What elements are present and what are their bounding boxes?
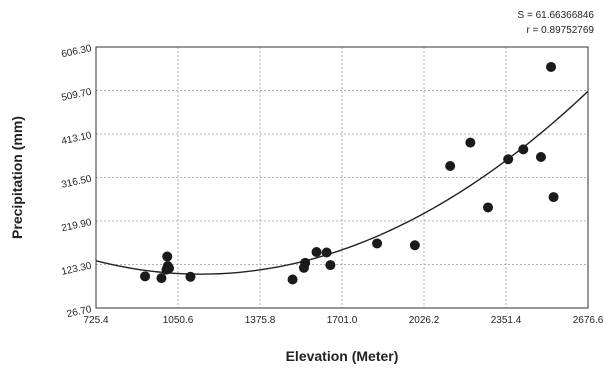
x-tick-label: 1050.6 [163,315,194,326]
data-point [549,192,559,202]
y-tick-label: 509.70 [60,87,93,104]
data-point [410,240,420,250]
data-point [140,271,150,281]
x-tick-label: 2676.6 [573,315,604,326]
x-tick-label: 2351.4 [491,315,522,326]
data-point [445,161,455,171]
data-point [156,273,166,283]
data-point [325,260,335,270]
x-tick-label: 1375.8 [245,315,276,326]
y-axis-label: Precipitation (mm) [9,116,25,239]
x-tick-labels: 725.4 1050.6 1375.8 1701.0 2026.2 2351.4 2676.… [83,315,603,326]
x-tick-label: 725.4 [83,315,108,326]
data-point [300,258,310,268]
y-tick-label: 413.10 [60,130,93,147]
data-point [503,154,513,164]
y-tick-label: 219.90 [60,217,93,234]
data-point [372,238,382,248]
data-point [164,263,174,273]
data-point [312,247,322,257]
data-point [465,138,475,148]
y-tick-label: 606.30 [60,43,93,60]
x-tick-label: 1701.0 [327,315,358,326]
data-point [518,144,528,154]
y-tick-label: 123.30 [60,261,93,278]
data-point [322,247,332,257]
data-point [536,152,546,162]
y-tick-labels: 26.70123.30219.90316.50413.10509.70606.3… [60,43,93,320]
data-point [185,272,195,282]
x-axis-label: Elevation (Meter) [286,348,399,364]
data-point [288,274,298,284]
data-point [546,62,556,72]
y-tick-label: 316.50 [60,174,93,191]
data-point [483,202,493,212]
data-point [162,252,172,262]
x-tick-label: 2026.2 [409,315,440,326]
